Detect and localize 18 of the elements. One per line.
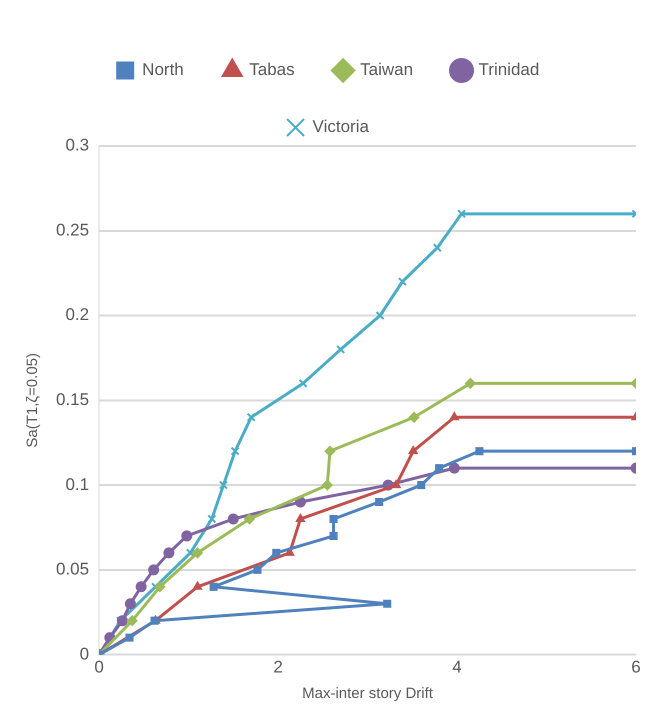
y-tick-label: 0.05 — [56, 560, 90, 579]
x-axis-title: Max-inter story Drift — [302, 685, 434, 702]
legend-label: Tabas — [249, 60, 295, 80]
y-tick-label: 0.1 — [65, 474, 90, 494]
legend-label: Trinidad — [478, 60, 540, 80]
legend-label: Victoria — [312, 117, 370, 136]
y-tick-label: 0.2 — [65, 305, 90, 324]
y-tick-label: 0 — [80, 644, 90, 664]
x-tick-label: 6 — [631, 657, 641, 676]
x-tick-label: 4 — [452, 657, 462, 676]
x-tick-label: 2 — [273, 657, 283, 676]
x-tick-label: 0 — [94, 657, 104, 676]
legend-label: North — [142, 60, 184, 80]
y-tick-label: 0.3 — [65, 136, 90, 155]
legend-label: Taiwan — [360, 60, 414, 80]
y-tick-label: 0.25 — [56, 220, 90, 240]
y-tick-label: 0.15 — [56, 390, 90, 409]
y-axis-title: Sa(T1,ζ=0.05) — [24, 353, 42, 448]
